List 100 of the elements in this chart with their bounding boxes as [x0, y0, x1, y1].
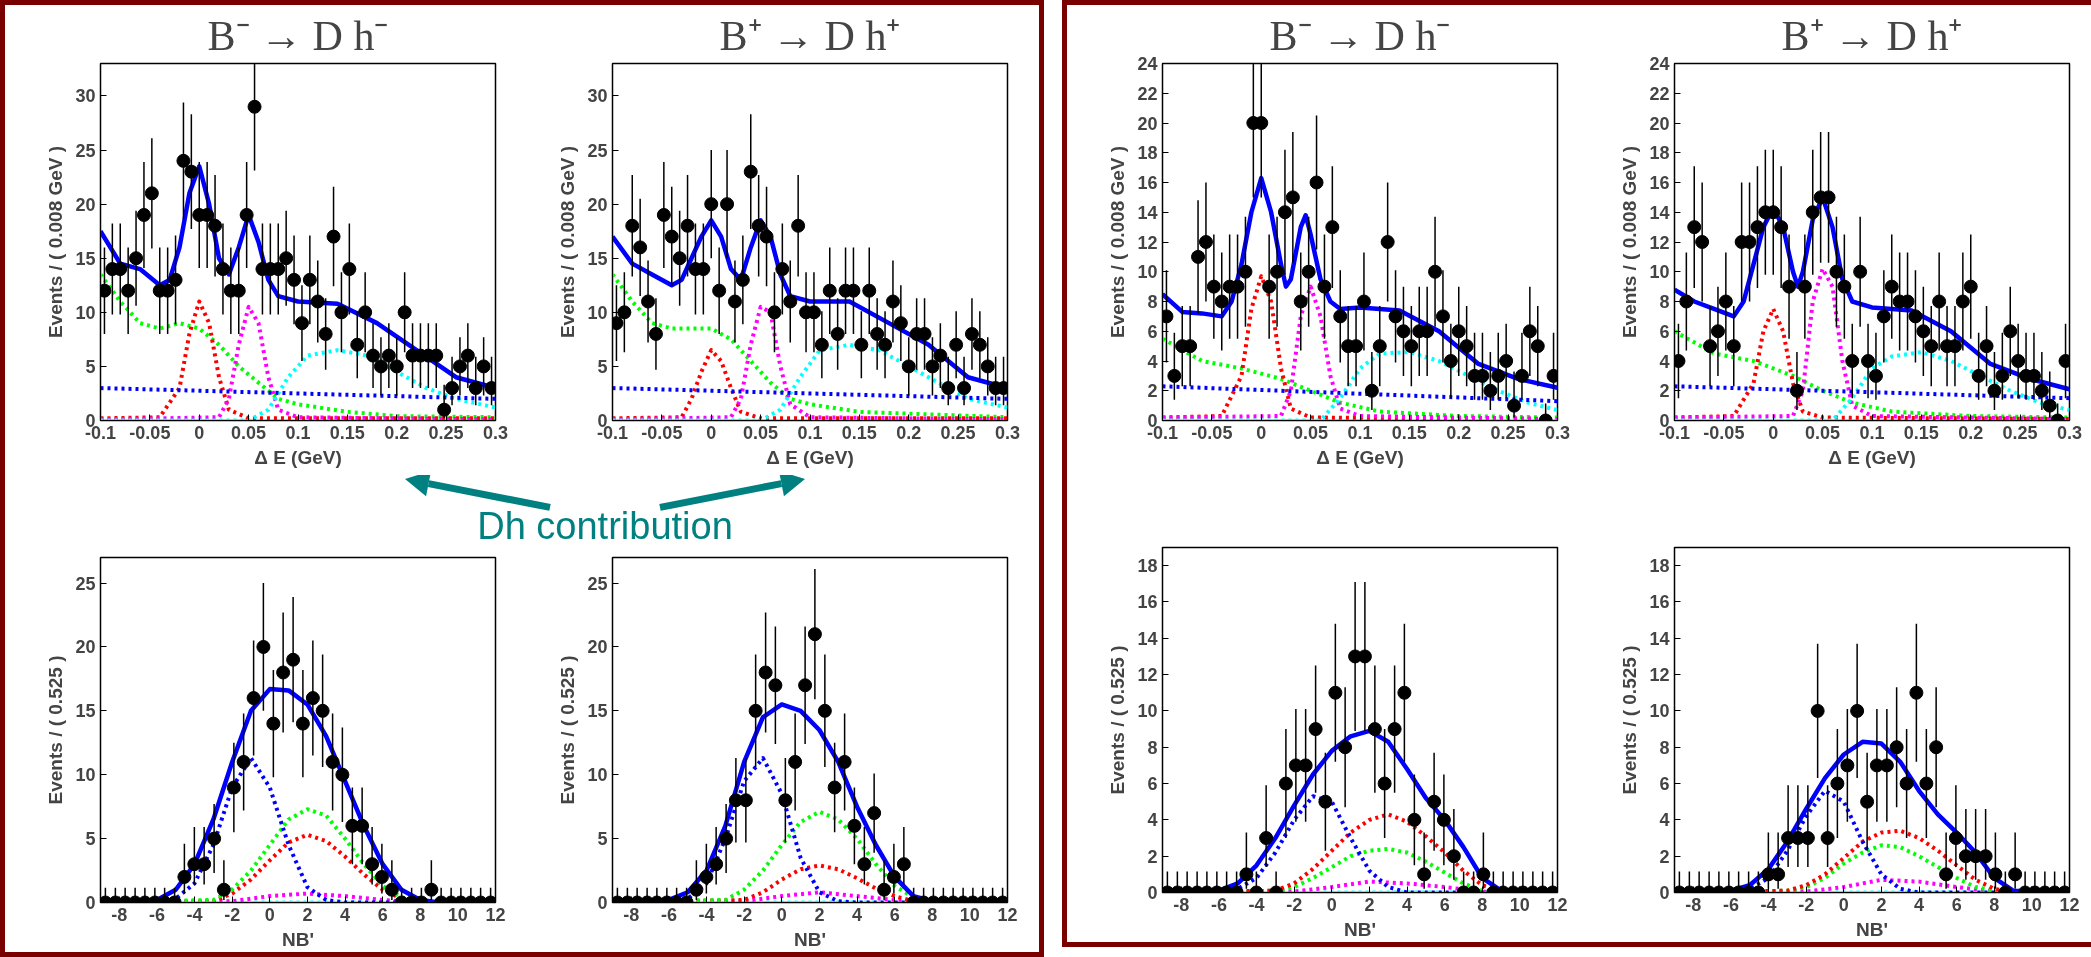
y-tick-label: 2	[1147, 381, 1158, 402]
x-axis-title: Δ E (GeV)	[766, 446, 854, 468]
point	[445, 381, 460, 396]
point	[672, 251, 687, 266]
x-tick-label: 12	[1547, 894, 1568, 915]
y-tick-label: 14	[1137, 202, 1158, 223]
x-tick-label: 6	[889, 904, 900, 925]
point	[1428, 264, 1443, 279]
x-tick-label: 0.25	[2002, 422, 2038, 443]
x-tick-label: -0.05	[1703, 422, 1745, 443]
point	[1774, 220, 1789, 235]
x-axis-title: NB'	[794, 928, 826, 950]
point	[176, 153, 191, 168]
point	[208, 218, 223, 233]
point	[315, 703, 330, 718]
point	[121, 283, 136, 298]
point	[1932, 294, 1947, 309]
y-tick-label: 18	[1649, 556, 1670, 577]
point	[862, 283, 877, 298]
point	[168, 272, 183, 287]
x-tick-label: 0.15	[329, 422, 365, 443]
y-axis-title: Events / ( 0.525 )	[557, 655, 579, 805]
point	[822, 283, 837, 298]
x-tick-label: 8	[1477, 894, 1488, 915]
y-tick-label: 18	[1137, 556, 1158, 577]
point	[854, 337, 869, 352]
y-tick-label: 25	[75, 140, 96, 161]
point	[184, 164, 199, 179]
y-tick-label: 16	[1137, 173, 1158, 193]
x-tick-label: -6	[660, 904, 677, 925]
x-axis-title: Δ E (GeV)	[1316, 446, 1404, 468]
point	[1318, 794, 1333, 809]
x-tick-label: 12	[485, 904, 506, 925]
point	[664, 229, 679, 244]
chart-title: B⁺ → D h⁺	[719, 12, 901, 59]
x-tick-label: 0.05	[743, 422, 779, 443]
x-tick-label: -4	[1248, 894, 1265, 915]
point	[1396, 324, 1411, 339]
x-tick-label: 8	[415, 904, 426, 925]
point	[1924, 339, 1939, 354]
y-tick-label: 2	[1147, 846, 1158, 867]
y-tick-label: 10	[1137, 701, 1158, 722]
point	[847, 818, 862, 833]
point	[1397, 685, 1412, 700]
point	[1277, 205, 1292, 220]
point	[1718, 294, 1733, 309]
x-tick-label: 0.2	[1446, 422, 1472, 443]
point	[625, 218, 640, 233]
point	[712, 283, 727, 298]
x-axis-title: NB'	[1344, 918, 1376, 940]
point	[1262, 279, 1277, 294]
point	[1868, 368, 1883, 383]
point	[476, 359, 491, 374]
point	[1530, 339, 1545, 354]
y-axis-title: Events / ( 0.525 )	[1619, 645, 1641, 795]
point	[136, 207, 151, 222]
y-tick-label: 25	[587, 140, 608, 161]
point	[1805, 205, 1820, 220]
y-tick-label: 10	[587, 302, 608, 323]
point	[1908, 309, 1923, 324]
x-tick-label: 0.3	[1544, 422, 1571, 443]
point	[1860, 794, 1875, 809]
x-tick-label: 4	[852, 904, 863, 925]
point	[743, 164, 758, 179]
x-tick-label: 10	[447, 904, 468, 925]
point	[1404, 339, 1419, 354]
point	[1214, 294, 1229, 309]
x-tick-label: 0	[1326, 894, 1337, 915]
point	[2011, 354, 2026, 368]
x-tick-label: 12	[997, 904, 1018, 925]
x-tick-label: 8	[1989, 894, 2000, 915]
point	[358, 305, 373, 320]
point	[788, 754, 803, 769]
point	[1853, 264, 1868, 279]
point	[1377, 776, 1392, 791]
x-tick-label: -6	[1210, 894, 1227, 915]
x-tick-label: 6	[1439, 894, 1450, 915]
point	[980, 359, 995, 374]
y-tick-label: 20	[75, 637, 96, 658]
point	[215, 262, 230, 277]
x-axis-title: Δ E (GeV)	[254, 446, 342, 468]
x-tick-label: 4	[1914, 894, 1925, 915]
point	[1929, 740, 1944, 755]
y-tick-label: 8	[1147, 292, 1158, 312]
y-tick-label: 5	[597, 356, 608, 377]
y-tick-label: 6	[1147, 774, 1158, 795]
x-tick-label: -8	[623, 904, 640, 925]
point	[1309, 175, 1324, 190]
x-tick-label: 0.1	[1347, 422, 1373, 443]
point	[1278, 776, 1293, 791]
point	[1750, 220, 1765, 235]
y-tick-label: 18	[1137, 143, 1158, 164]
point	[870, 326, 885, 341]
y-tick-label: 30	[587, 86, 608, 107]
point	[1514, 368, 1529, 383]
point	[366, 348, 381, 363]
x-tick-label: 0.3	[994, 422, 1021, 443]
point	[460, 348, 475, 363]
x-tick-label: 8	[927, 904, 938, 925]
point	[1191, 249, 1206, 264]
